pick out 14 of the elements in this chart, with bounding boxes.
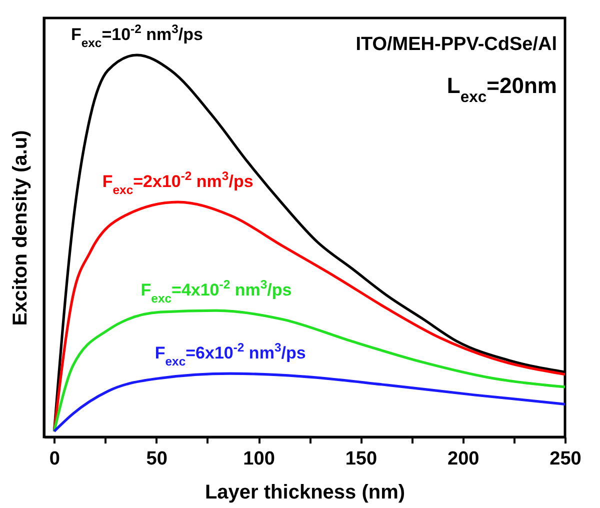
series-label: F$_{exc}$=10$^{-2}$ nm$^{3}$/ps: [70, 22, 203, 50]
y-axis-title: Exciton density (a.u): [10, 130, 32, 326]
x-axis-title: Layer thickness (nm): [204, 482, 406, 504]
series-label: F$_{exc}$=4x10$^{-2}$ nm$^{3}$/ps: [140, 278, 292, 306]
x-tick-label: 0: [49, 448, 60, 470]
x-tick-label: 50: [146, 448, 168, 470]
text: ITO/MEH-PPV-CdSe/Al: [356, 34, 557, 55]
annotation: L$_{exc}$=20nm: [446, 73, 557, 106]
x-tick-label: 100: [243, 448, 275, 470]
x-tick-label: 200: [447, 448, 480, 470]
series-label: F$_{exc}$=2x10$^{-2}$ nm$^{3}$/ps: [102, 169, 254, 198]
x-tick-label: 150: [345, 448, 378, 470]
x-tick-label: 250: [550, 448, 582, 470]
series-label: F$_{exc}$=6x10$^{-2}$ nm$^{3}$/ps: [154, 340, 306, 369]
